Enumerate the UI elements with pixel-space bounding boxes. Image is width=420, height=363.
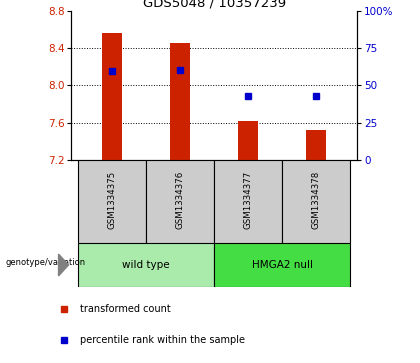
- Title: GDS5048 / 10357239: GDS5048 / 10357239: [143, 0, 286, 10]
- Text: GSM1334376: GSM1334376: [176, 171, 185, 229]
- Bar: [146, 160, 214, 243]
- Bar: [282, 160, 350, 243]
- Text: GSM1334375: GSM1334375: [108, 171, 117, 229]
- Text: wild type: wild type: [122, 260, 170, 270]
- Bar: [214, 243, 350, 287]
- Bar: [78, 160, 146, 243]
- Bar: [78, 243, 214, 287]
- Text: GSM1334377: GSM1334377: [244, 171, 253, 229]
- Text: HMGA2 null: HMGA2 null: [252, 260, 313, 270]
- Bar: [170, 42, 190, 160]
- Bar: [214, 160, 282, 243]
- Polygon shape: [58, 254, 68, 276]
- Bar: [306, 130, 326, 160]
- Text: GSM1334378: GSM1334378: [312, 171, 321, 229]
- Text: genotype/variation: genotype/variation: [6, 258, 86, 267]
- Text: percentile rank within the sample: percentile rank within the sample: [80, 335, 245, 345]
- Bar: [238, 121, 258, 160]
- Bar: [102, 33, 122, 160]
- Text: transformed count: transformed count: [80, 305, 171, 314]
